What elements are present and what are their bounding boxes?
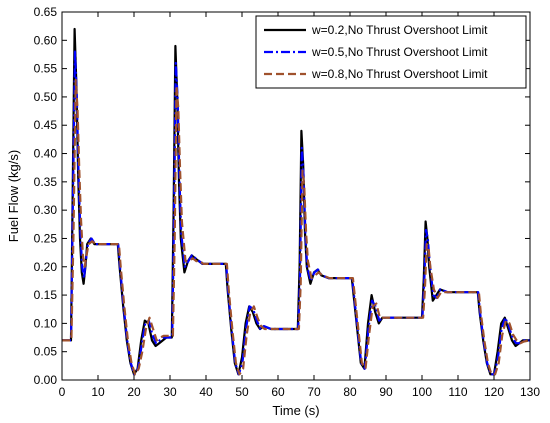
y-tick-label: 0.15 [34,288,58,302]
x-tick-label: 10 [91,385,105,399]
y-tick-label: 0.55 [34,62,58,76]
x-tick-label: 50 [235,385,249,399]
y-tick-label: 0.20 [34,260,58,274]
series-layer [62,27,531,376]
y-tick-label: 0.40 [34,147,58,161]
x-axis-label: Time (s) [272,403,319,418]
x-tick-label: 30 [163,385,177,399]
y-axis-label: Fuel Flow (kg/s) [6,150,21,242]
x-tick-label: 70 [307,385,321,399]
x-tick-label: 40 [199,385,213,399]
y-tick-label: 0.00 [34,373,58,387]
y-tick-label: 0.45 [34,118,58,132]
ticks-layer: 0 10 20 30 40 50 60 70 80 90 100 110 120 130 0.00 0.05 0… [34,5,541,399]
x-tick-label: 80 [343,385,357,399]
y-tick-label: 0.65 [34,5,58,19]
x-tick-label: 0 [59,385,66,399]
x-tick-label: 20 [127,385,141,399]
x-tick-label: 100 [412,385,432,399]
legend-label-1: w=0.2,No Thrust Overshoot Limit [311,23,488,37]
legend-label-3: w=0.8,No Thrust Overshoot Limit [311,67,488,81]
legend-label-2: w=0.5,No Thrust Overshoot Limit [311,45,488,59]
y-tick-label: 0.35 [34,175,58,189]
y-tick-label: 0.50 [34,90,58,104]
x-tick-label: 90 [379,385,393,399]
legend: w=0.2,No Thrust Overshoot Limit w=0.5,No … [255,15,527,89]
x-tick-label: 110 [448,385,467,399]
x-tick-label: 120 [484,385,504,399]
y-tick-label: 0.05 [34,345,58,359]
y-tick-label: 0.60 [34,33,58,47]
plot-frame [61,11,531,381]
x-tick-label: 60 [271,385,285,399]
series-line-3 [62,78,531,376]
y-tick-label: 0.25 [34,231,58,245]
x-tick-label: 130 [520,385,540,399]
y-tick-label: 0.30 [34,203,58,217]
y-tick-label: 0.10 [34,316,58,330]
